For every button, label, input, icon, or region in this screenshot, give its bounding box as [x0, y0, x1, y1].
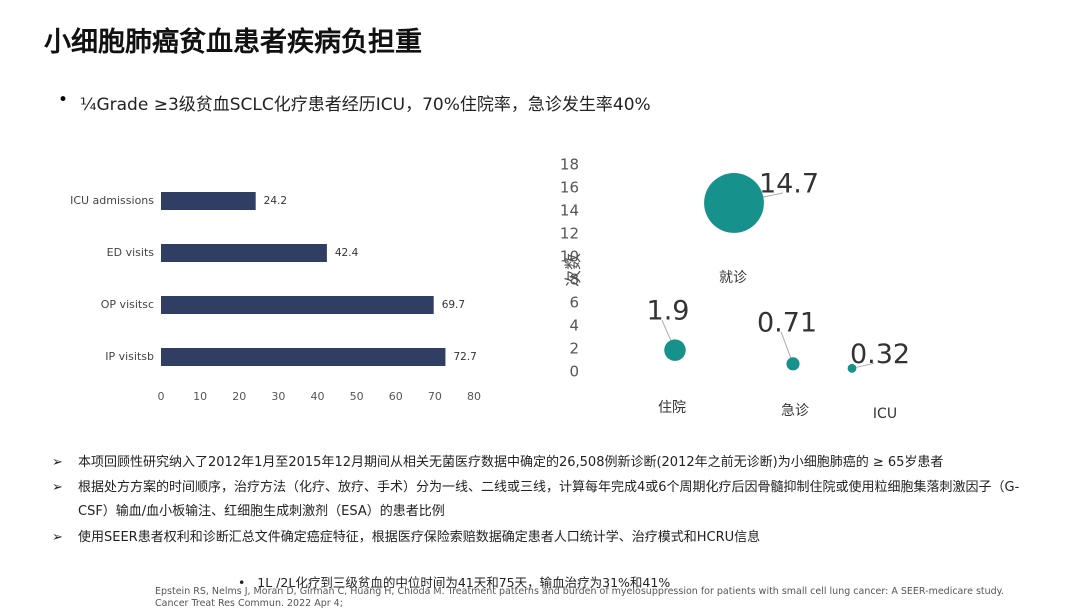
y-axis-label: 次数 — [564, 253, 584, 287]
bullet-dot: • — [58, 90, 69, 110]
x-tick-label: 0 — [158, 390, 165, 403]
x-tick-label: 40 — [311, 390, 325, 403]
category-label: 急诊 — [781, 403, 809, 419]
category-label: 住院 — [658, 400, 686, 416]
bar — [161, 244, 327, 262]
bubble — [664, 339, 686, 361]
y-tick-label: 14 — [560, 202, 579, 220]
y-tick-label: 4 — [569, 317, 579, 335]
y-tick-label: 16 — [560, 179, 579, 197]
value-label: 72.7 — [453, 351, 476, 363]
note: ➢ 使用SEER患者权利和诊断汇总文件确定癌症特征，根据医疗保险索赔数据确定患者人… — [52, 526, 1042, 550]
bar — [161, 296, 434, 314]
bubble — [847, 363, 857, 373]
y-tick-label: 10 — [560, 248, 579, 266]
y-tick-label: 12 — [560, 225, 579, 243]
note: ➢ 根据处方方案的时间顺序，治疗方法（化疗、放疗、手术）分为一线、二线或三线，计算… — [52, 476, 1042, 524]
reference: Epstein RS, Nelms J, Moran D, Girman C, … — [155, 586, 1004, 609]
slide-title: 小细胞肺癌贫血患者疾病负担重 — [44, 27, 422, 58]
value-label: 0.32 — [850, 339, 910, 370]
value-label: 14.7 — [759, 168, 819, 199]
bar — [161, 192, 256, 210]
value-label: 24.2 — [264, 195, 287, 207]
x-tick-label: 20 — [232, 390, 246, 403]
value-label: 0.71 — [757, 307, 817, 338]
note-text: 根据处方方案的时间顺序，治疗方法（化疗、放疗、手术）分为一线、二线或三线，计算每… — [78, 480, 1020, 519]
y-tick-label: IP visitsb — [105, 350, 154, 363]
note-text: 本项回顾性研究纳入了2012年1月至2015年12月期间从相关无菌医疗数据中确定… — [78, 455, 944, 470]
y-tick-label: 18 — [560, 156, 579, 174]
x-tick-label: 10 — [193, 390, 207, 403]
value-label: 42.4 — [335, 247, 359, 259]
note-text: 使用SEER患者权利和诊断汇总文件确定癌症特征，根据医疗保险索赔数据确定患者人口… — [78, 530, 761, 545]
sub-bullet: • 1L /2L化疗到三级贫血的中位时间为41天和75天，输血治疗为31%和41… — [238, 575, 671, 590]
x-tick-label: 50 — [350, 390, 364, 403]
x-tick-label: 30 — [271, 390, 285, 403]
bubble — [786, 357, 800, 371]
category-label: 就诊 — [719, 270, 747, 286]
y-tick-label: OP visitsc — [101, 298, 154, 311]
sub-bullet-text: 1L /2L化疗到三级贫血的中位时间为41天和75天，输血治疗为31%和41% — [257, 575, 671, 590]
bullet: ¼Grade ≥3级贫血SCLC化疗患者经历ICU，70%住院率，急诊发生率40… — [80, 95, 651, 115]
y-tick-label: 2 — [569, 340, 579, 358]
bubble — [704, 173, 764, 233]
x-tick-label: 60 — [389, 390, 403, 403]
value-label: 1.9 — [647, 296, 690, 327]
y-tick-label: ICU admissions — [70, 194, 154, 207]
y-tick-label: 0 — [569, 363, 579, 381]
y-tick-label: ED visits — [107, 246, 155, 259]
y-tick-label: 8 — [569, 271, 579, 289]
category-label: ICU — [873, 406, 897, 422]
x-tick-label: 70 — [428, 390, 442, 403]
value-label: 69.7 — [442, 299, 465, 311]
note: ➢ 本项回顾性研究纳入了2012年1月至2015年12月期间从相关无菌医疗数据中确… — [52, 451, 1042, 475]
x-tick-label: 80 — [467, 390, 481, 403]
y-tick-label: 6 — [569, 294, 579, 312]
bar — [161, 348, 446, 366]
